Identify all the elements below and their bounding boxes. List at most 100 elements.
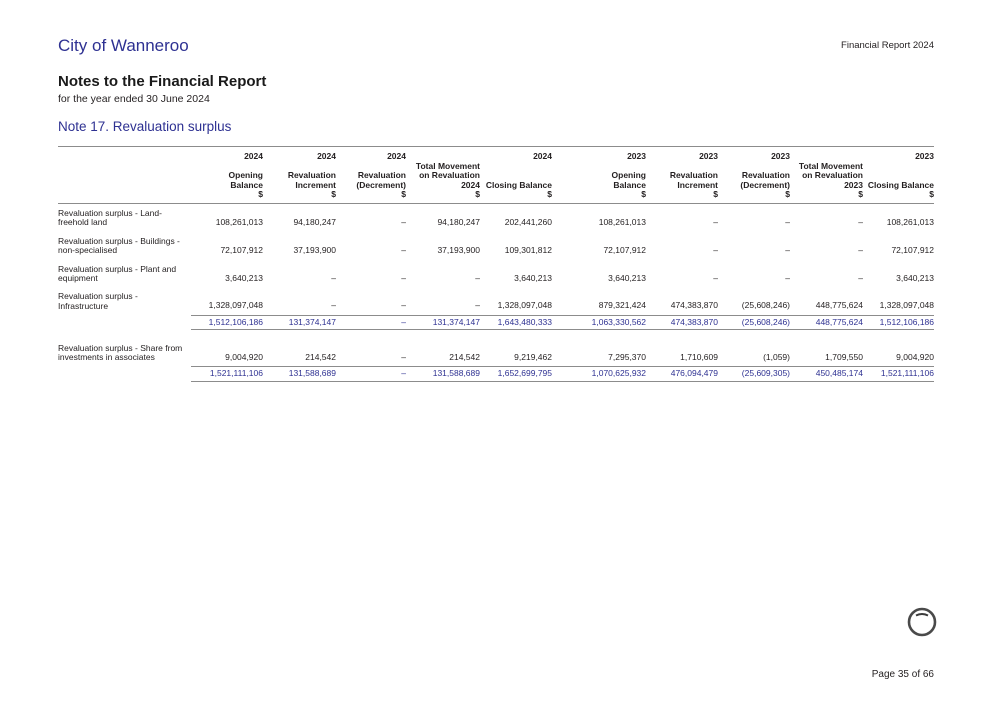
cell-value: 7,295,370 bbox=[608, 351, 646, 362]
cell-value: 1,328,097,048 bbox=[497, 300, 552, 311]
row-infrastructure: Revaluation surplus - Infrastructure 1,328… bbox=[58, 287, 934, 315]
cell-value: 474,383,870 bbox=[670, 300, 718, 311]
cell-value: 214,542 bbox=[449, 351, 480, 362]
cell-value: 94,180,247 bbox=[293, 217, 336, 228]
page-content: City of Wanneroo Notes to the Financial … bbox=[58, 36, 934, 382]
cell-value: 9,219,462 bbox=[514, 351, 552, 362]
cell-value: 131,374,147 bbox=[263, 314, 336, 331]
page-subtitle: for the year ended 30 June 2024 bbox=[58, 93, 210, 105]
cell-value: 108,261,013 bbox=[598, 217, 646, 228]
cell-value: 1,063,330,562 bbox=[552, 314, 646, 331]
cell-value: – bbox=[331, 272, 336, 283]
cell-value: 1,521,111,106 bbox=[863, 366, 934, 382]
cell-value: – bbox=[475, 272, 480, 283]
table-head-row: 2024 Opening Balance $2024 Revaluation Incr… bbox=[58, 146, 934, 204]
cell-value: – bbox=[785, 272, 790, 283]
row-land-freehold: Revaluation surplus - Land-freehold land… bbox=[58, 203, 934, 231]
cell-value: 1,328,097,048 bbox=[208, 300, 263, 311]
cell-value: – bbox=[401, 245, 406, 256]
page-number: Page 35 of 66 bbox=[871, 669, 934, 680]
cell-value: 9,004,920 bbox=[225, 351, 263, 362]
cell-value: 109,301,812 bbox=[504, 245, 552, 256]
cell-value: 131,374,147 bbox=[406, 314, 480, 331]
header-revaluation-decrement-2024: 2024 Revaluation (Decrement) $ bbox=[336, 146, 406, 204]
header-revaluation-decrement-2023: 2023 Revaluation (Decrement) $ bbox=[718, 146, 790, 204]
cell-value: – bbox=[475, 300, 480, 311]
cell-value: 3,640,213 bbox=[896, 272, 934, 283]
cell-value: 108,261,013 bbox=[886, 217, 934, 228]
row-label: Revaluation surplus - Infrastructure bbox=[58, 291, 138, 311]
cell-value: 202,441,260 bbox=[504, 217, 552, 228]
cell-value: 1,709,550 bbox=[825, 351, 863, 362]
cell-value: – bbox=[336, 366, 406, 382]
cell-value: – bbox=[401, 351, 406, 362]
cell-value: – bbox=[858, 272, 863, 283]
cell-value: – bbox=[713, 245, 718, 256]
row-plant-and-equipment: Revaluation surplus - Plant and equipment… bbox=[58, 260, 934, 288]
cell-value: (1,059) bbox=[763, 351, 790, 362]
org-name: City of Wanneroo bbox=[58, 36, 189, 55]
page-title: Notes to the Financial Report bbox=[58, 73, 267, 90]
row-label: Revaluation surplus - Land-freehold land bbox=[58, 207, 162, 228]
cell-value: 1,643,480,333 bbox=[480, 314, 552, 331]
cell-value: 448,775,624 bbox=[790, 314, 863, 331]
cell-value: – bbox=[336, 314, 406, 331]
cell-value: (25,608,246) bbox=[718, 314, 790, 331]
cell-value: – bbox=[401, 272, 406, 283]
cell-value: – bbox=[331, 300, 336, 311]
cell-value: 214,542 bbox=[305, 351, 336, 362]
cell-value: 37,193,900 bbox=[293, 245, 336, 256]
row-subtotal: 1,512,106,186 131,374,147–131,374,147 1,64… bbox=[58, 314, 934, 331]
table-body: Revaluation surplus - Land-freehold land… bbox=[58, 203, 934, 382]
cell-value: 1,512,106,186 bbox=[863, 314, 934, 331]
cell-value: 450,485,174 bbox=[790, 366, 863, 382]
row-total: 1,521,111,106 131,588,689–131,588,689 1,65… bbox=[58, 366, 934, 382]
cell-value: – bbox=[785, 245, 790, 256]
header-total-movement-2024: Total Movement on Revaluation 2024 $ bbox=[406, 146, 480, 204]
cell-value: 1,512,106,186 bbox=[191, 314, 263, 331]
header-revaluation-increment-2023: 2023 Revaluation Increment $ bbox=[646, 146, 718, 204]
cell-value: 3,640,213 bbox=[225, 272, 263, 283]
cell-value: – bbox=[858, 245, 863, 256]
row-label bbox=[58, 367, 191, 382]
cell-value: 72,107,912 bbox=[891, 245, 934, 256]
cell-value: 94,180,247 bbox=[437, 217, 480, 228]
note-heading: Note 17. Revaluation surplus bbox=[58, 119, 232, 134]
cell-value: 9,004,920 bbox=[896, 351, 934, 362]
header-closing-balance-2023: 2023 Closing Balance $ bbox=[863, 146, 934, 204]
cell-value: – bbox=[858, 217, 863, 228]
cell-value: 1,710,609 bbox=[680, 351, 718, 362]
report-label: Financial Report 2024 bbox=[841, 40, 934, 51]
cell-value: 3,640,213 bbox=[608, 272, 646, 283]
cell-value: – bbox=[401, 217, 406, 228]
row-label: Revaluation surplus - Share from investme… bbox=[58, 342, 183, 363]
cell-value: – bbox=[713, 217, 718, 228]
cell-value: 448,775,624 bbox=[815, 300, 863, 311]
cell-value: (25,608,246) bbox=[741, 300, 790, 311]
cell-value: 72,107,912 bbox=[220, 245, 263, 256]
cell-value: 1,070,625,932 bbox=[552, 366, 646, 382]
cell-value: 1,652,699,795 bbox=[480, 366, 552, 382]
cell-value: (25,609,305) bbox=[718, 366, 790, 382]
cell-value: – bbox=[713, 272, 718, 283]
financial-table: 2024 Opening Balance $2024 Revaluation Incr… bbox=[58, 146, 934, 382]
row-share-from-investments: Revaluation surplus - Share from investme… bbox=[58, 330, 934, 367]
cell-value: 474,383,870 bbox=[646, 314, 718, 331]
cell-value: – bbox=[785, 217, 790, 228]
cell-value: 1,521,111,106 bbox=[191, 366, 263, 382]
cell-value: 131,588,689 bbox=[406, 366, 480, 382]
header-opening-balance-2023: 2023 Opening Balance $ bbox=[552, 146, 646, 204]
cell-value: 1,328,097,048 bbox=[879, 300, 934, 311]
cell-value: 108,261,013 bbox=[215, 217, 263, 228]
cell-value: 879,321,424 bbox=[598, 300, 646, 311]
cell-value: 72,107,912 bbox=[603, 245, 646, 256]
header-closing-balance-2024: 2024 Closing Balance $ bbox=[480, 146, 552, 204]
row-label: Revaluation surplus - Plant and equipment bbox=[58, 263, 177, 283]
row-label bbox=[58, 315, 191, 330]
cell-value: 37,193,900 bbox=[437, 245, 480, 256]
header-label-column bbox=[58, 146, 191, 204]
cell-value: – bbox=[401, 300, 406, 311]
header-total-movement-2023: Total Movement on Revaluation 2023 $ bbox=[790, 146, 863, 204]
cell-value: 131,588,689 bbox=[263, 366, 336, 382]
